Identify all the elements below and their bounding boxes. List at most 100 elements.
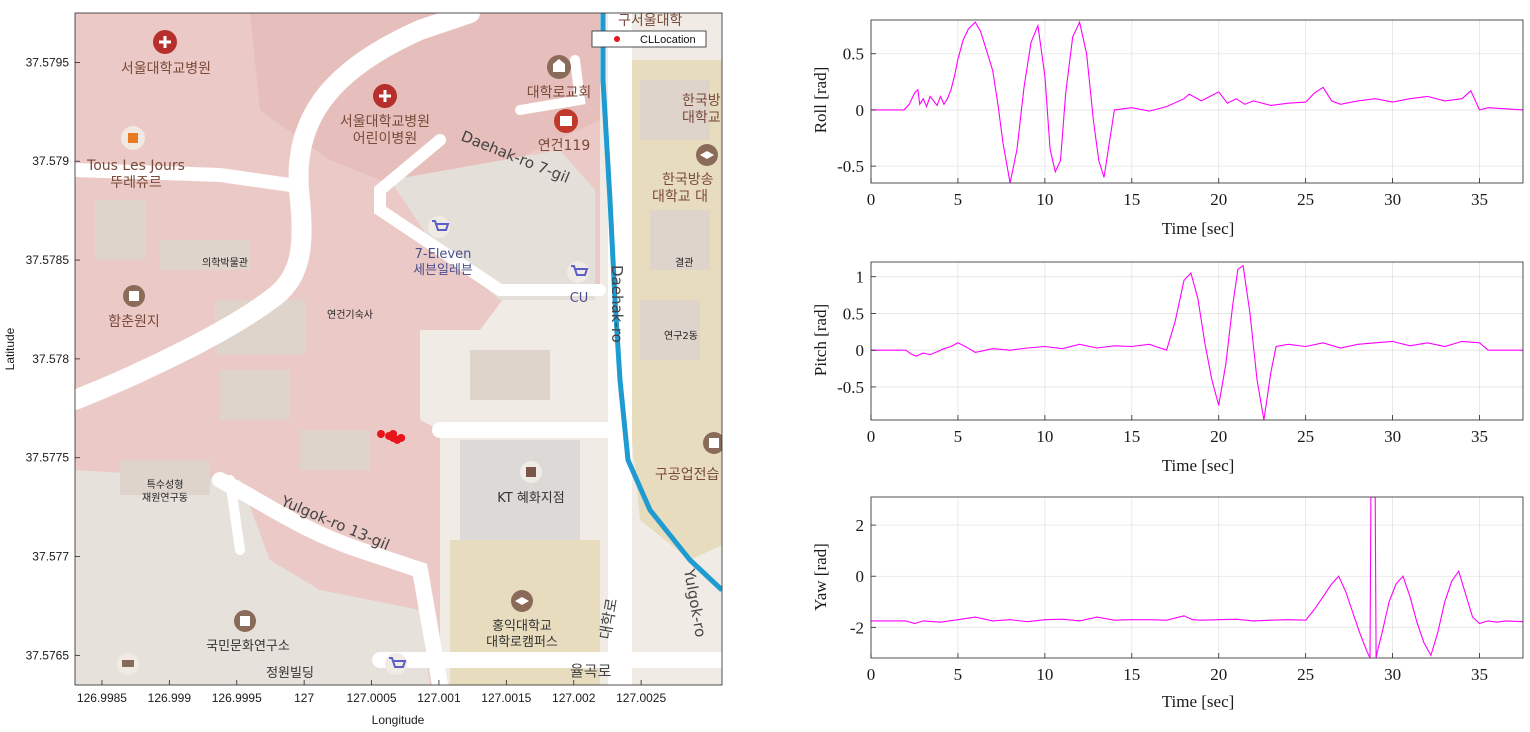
map-label: 대학로교회 <box>527 85 591 101</box>
map-xtick-label: 127.0015 <box>481 691 531 705</box>
yaw-xlabel: Time [sec] <box>1162 692 1235 711</box>
ytick-label: -0.5 <box>837 157 864 176</box>
xtick-label: 0 <box>867 665 876 684</box>
plot-area <box>871 262 1523 420</box>
shopping-cart-icon <box>428 216 450 238</box>
xtick-label: 35 <box>1471 190 1488 209</box>
xtick-label: 30 <box>1384 427 1401 446</box>
plot-frame <box>870 19 1524 184</box>
xtick-label: 20 <box>1210 190 1227 209</box>
map-label: 세븐일레븐 <box>413 263 473 278</box>
xtick-label: 0 <box>867 427 876 446</box>
xtick-label: 30 <box>1384 665 1401 684</box>
roll-xlabel: Time [sec] <box>1162 219 1235 238</box>
map-label: 대학교 대 <box>652 189 708 205</box>
map-label: 연구2동 <box>664 330 698 342</box>
map-label: KT 혜화지점 <box>497 491 564 506</box>
xtick-label: 5 <box>954 427 963 446</box>
map-xtick-label: 127.001 <box>417 691 461 705</box>
xtick-label: 20 <box>1210 427 1227 446</box>
legend-box <box>591 30 707 48</box>
map-label: 대학교 <box>682 110 721 126</box>
university-area-south <box>450 540 600 685</box>
map-label: 서울대학교병원 <box>340 114 430 130</box>
map-label: 구서울대학 <box>618 13 683 29</box>
road-northwest <box>75 163 297 192</box>
xtick-label: 0 <box>867 190 876 209</box>
map-axes: 126.9985 126.999 126.9995 127 127.0005 127.00… <box>26 55 667 705</box>
monument-icon <box>123 285 145 307</box>
xtick-label: 25 <box>1297 665 1314 684</box>
map-label: 한국방 <box>682 93 721 109</box>
xtick-label: 10 <box>1036 427 1053 446</box>
school-icon <box>511 590 533 612</box>
building-footprints <box>95 80 710 495</box>
map-xtick-label: 126.9995 <box>212 691 262 705</box>
shopping-cart-icon <box>385 653 407 675</box>
xtick-label: 15 <box>1123 190 1140 209</box>
cafe-icon <box>121 126 145 150</box>
ytick-label: 0 <box>856 101 865 120</box>
map-ytick-label: 37.579 <box>32 154 69 168</box>
ytick-label: 2 <box>856 516 865 535</box>
map-label: 뚜레쥬르 <box>110 175 162 191</box>
map-frame <box>74 12 723 686</box>
book-icon <box>234 610 256 632</box>
pitch-chart: Time [sec] Pitch [rad] 0 5 10 15 20 25 30 35-0.… <box>811 261 1524 475</box>
church-icon <box>547 55 571 79</box>
map-label: 재원연구동 <box>142 492 188 504</box>
legend-marker <box>614 36 620 42</box>
xtick-label: 35 <box>1471 427 1488 446</box>
hospital-icon <box>373 84 397 108</box>
road-label: Daehak-ro <box>608 265 626 343</box>
plot-frame <box>870 261 1524 421</box>
map-ytick-label: 37.5795 <box>26 55 70 69</box>
map-label: 구공업전습 <box>655 467 720 483</box>
ytick-label: 0 <box>856 341 865 360</box>
map-label: 어린이병원 <box>353 131 417 147</box>
plot-area <box>871 497 1523 658</box>
roll-chart: Time [sec] Roll [rad] 0 5 10 15 20 25 30 35 -0.5… <box>811 19 1524 238</box>
series-line <box>871 264 1523 420</box>
map-label: 결관 <box>675 257 693 269</box>
ytick-label: 0.5 <box>843 45 864 64</box>
monument-icon <box>703 432 722 454</box>
ytick-label: 0.5 <box>843 304 864 323</box>
location-point <box>397 433 406 442</box>
residential-block-sw <box>75 470 430 685</box>
xtick-label: 35 <box>1471 665 1488 684</box>
map-xtick-label: 127.0005 <box>347 691 397 705</box>
kt-building <box>460 440 580 540</box>
xtick-label: 30 <box>1384 190 1401 209</box>
xtick-label: 15 <box>1123 427 1140 446</box>
road-label: 율곡로 <box>570 662 612 680</box>
map-xlabel: Longitude <box>372 713 425 727</box>
map-label: 7-Eleven <box>415 247 472 262</box>
map-label: 서울대학교병원 <box>121 61 211 77</box>
map-label: 연건119 <box>538 138 590 154</box>
location-point <box>376 429 385 438</box>
legend-label: CLLocation <box>640 34 696 46</box>
map-label: 함춘원지 <box>108 314 160 330</box>
xtick-label: 15 <box>1123 665 1140 684</box>
xtick-label: 5 <box>954 190 963 209</box>
hospital-icon <box>153 30 177 54</box>
map-label: CU <box>570 291 589 306</box>
map-ytick-label: 37.578 <box>32 352 69 366</box>
map-base: 서울대학교병원 서울대학교병원 어린이병원 대학로교회 연건119 Tous L… <box>75 13 722 685</box>
xtick-label: 5 <box>954 665 963 684</box>
map-ytick-label: 37.5765 <box>26 648 70 662</box>
roll-ylabel: Roll [rad] <box>811 67 830 134</box>
building-icon <box>520 461 542 483</box>
plot-area <box>871 20 1523 183</box>
road-main-west <box>75 13 480 410</box>
fire-station-icon <box>554 109 578 133</box>
map-ytick-label: 37.5785 <box>26 253 70 267</box>
map-label: 연건기숙사 <box>327 309 373 321</box>
ytick-label: 0 <box>856 567 865 586</box>
ytick-label: -2 <box>850 618 864 637</box>
lodging-icon <box>117 653 139 675</box>
map-ylabel: Latitude <box>3 327 17 370</box>
map-xtick-label: 127.0025 <box>616 691 666 705</box>
